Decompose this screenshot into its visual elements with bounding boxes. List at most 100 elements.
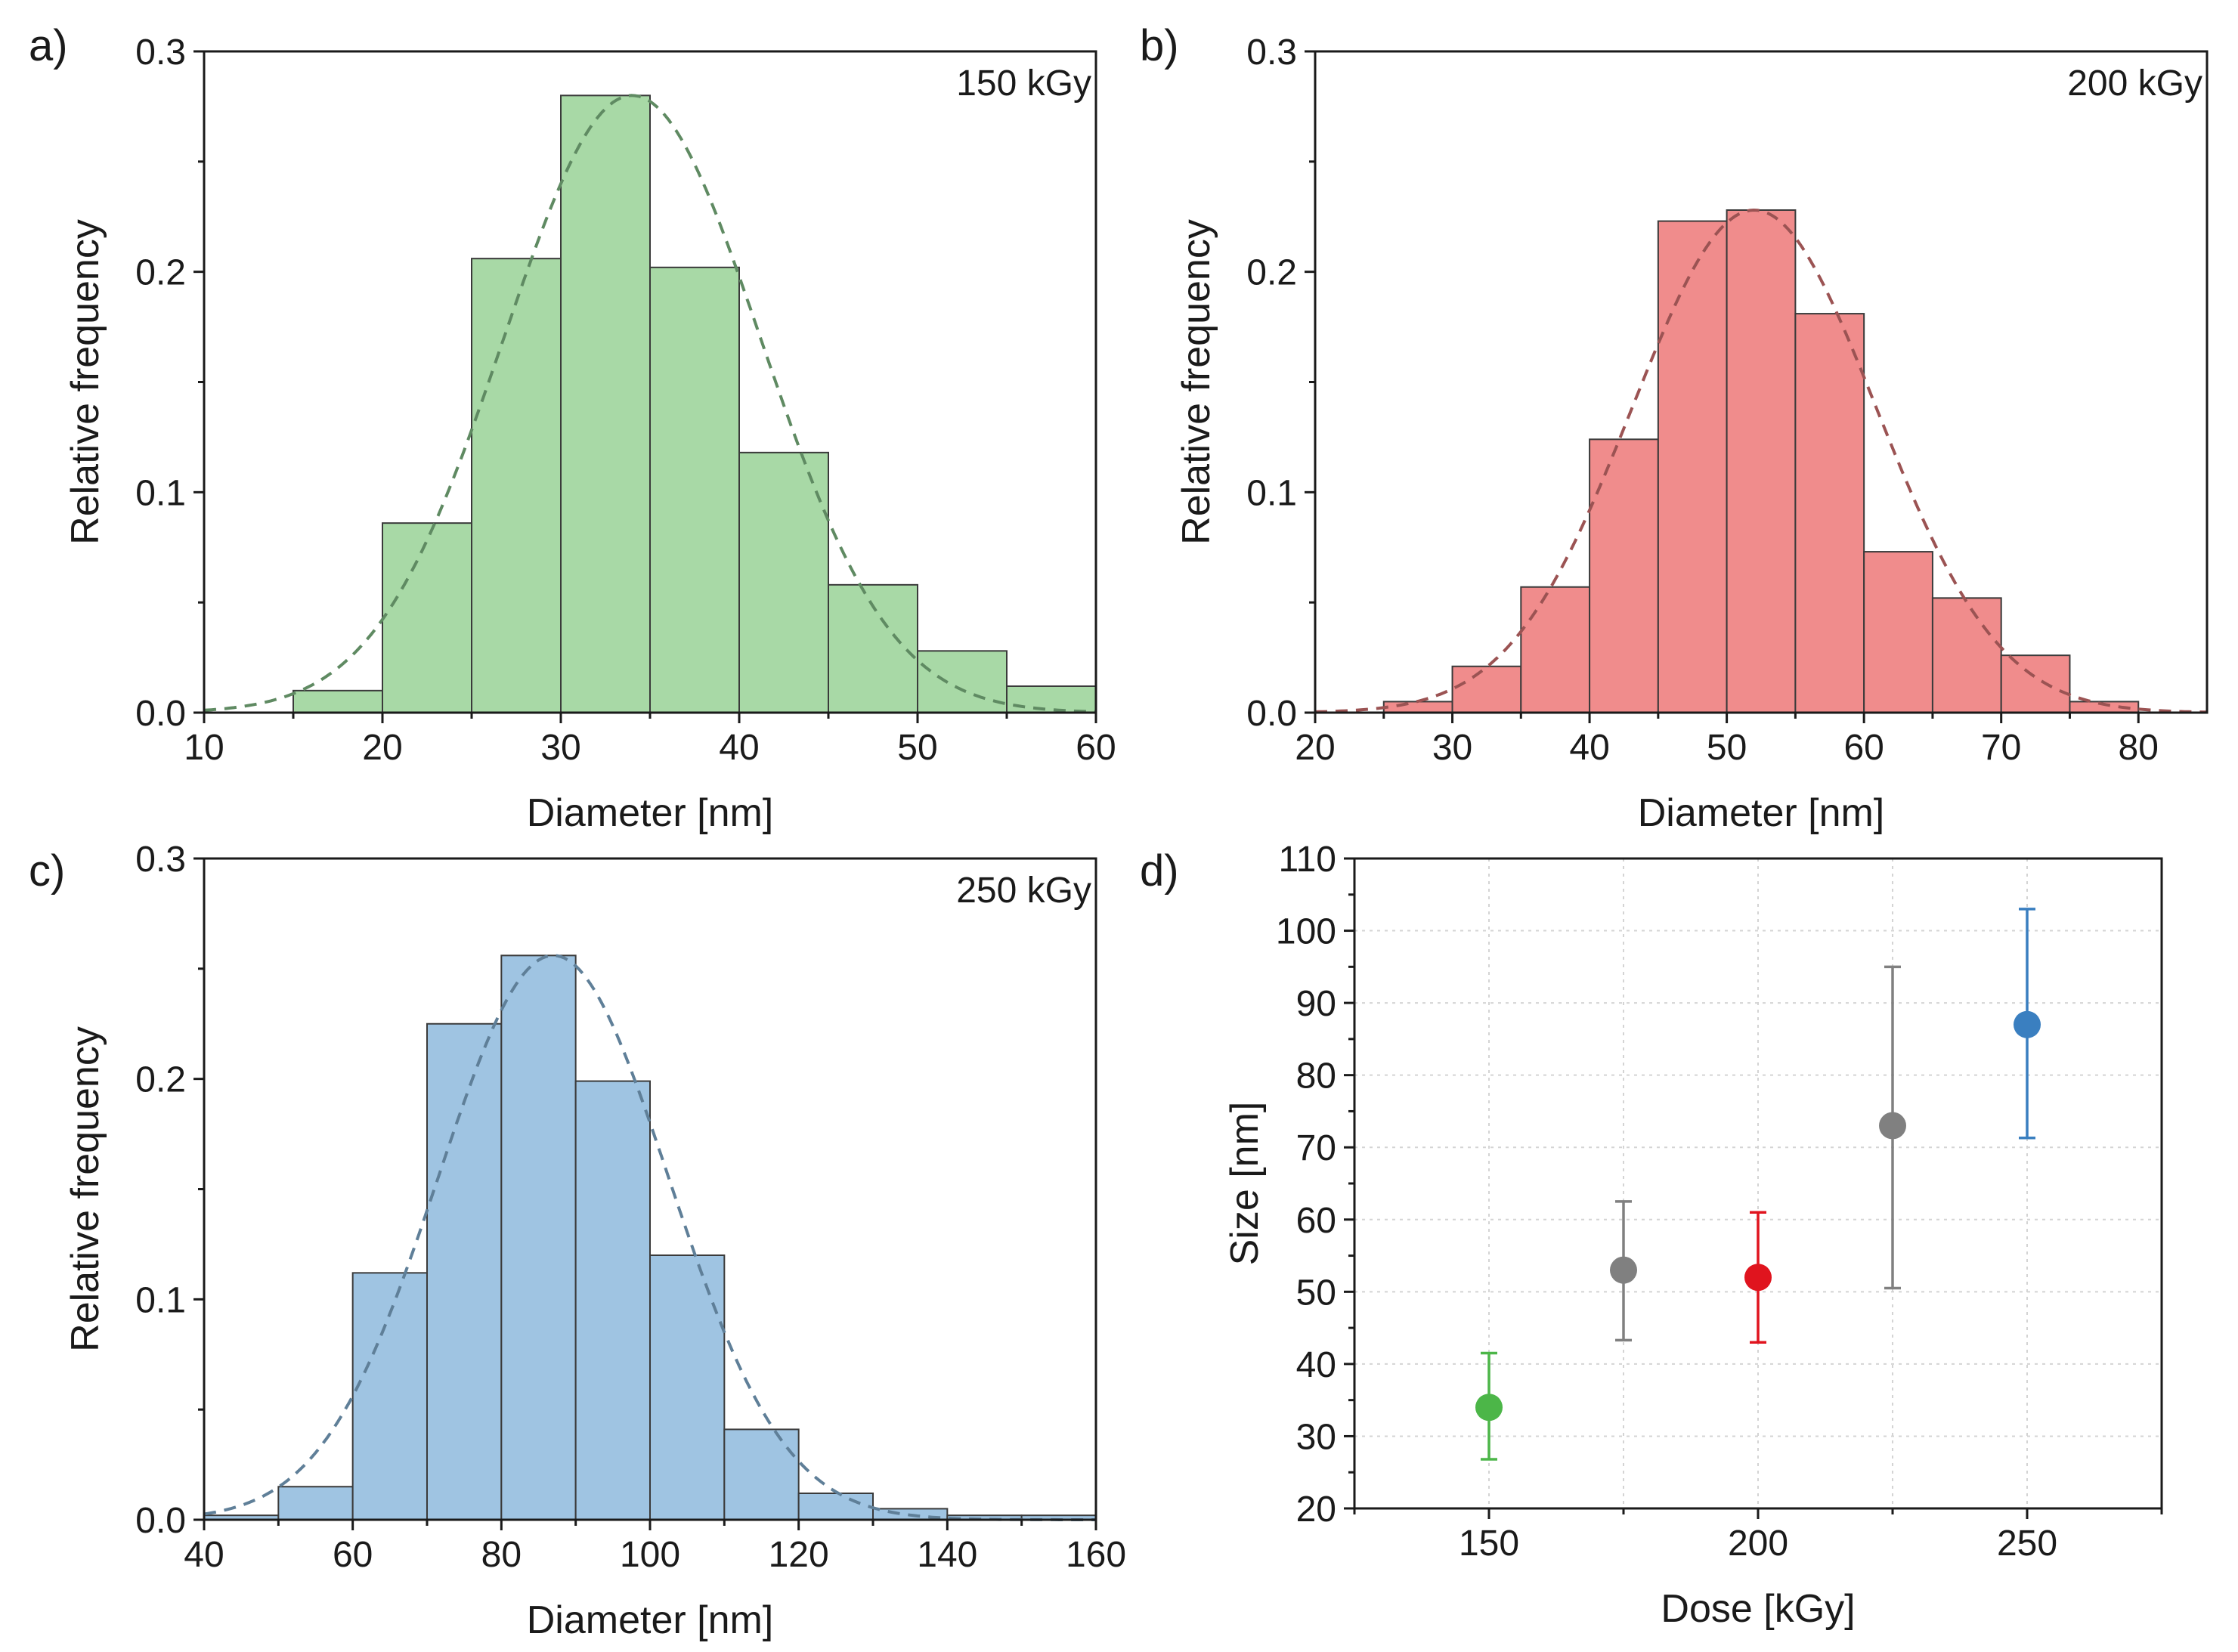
y-tick-label: 20 [1296,1490,1336,1530]
data-point [1879,1112,1906,1140]
x-axis-title: Diameter [nm] [527,1598,774,1642]
x-axis-title: Diameter [nm] [527,791,774,835]
bar [1794,313,1865,714]
panel-d: d) 150 200 250 20 30 40 50 60 70 80 90 100 110 Dose [k… [1140,840,2163,1631]
data-point [1475,1394,1503,1422]
y-axis-title: Size [nm] [1223,1102,1267,1266]
panel-c: c) 40 60 80 100 120 140 160 0.0 0.1 0.2 0.3 Diameter… [29,840,1126,1642]
bar [1863,551,1933,713]
panel-a: a) 10 20 30 40 50 60 0.0 0.1 0.2 0.3 Diameter [nm] R… [29,21,1116,835]
y-tick-label: 0.0 [135,694,186,734]
fit-curve [1314,208,2208,714]
y-tick-label: 0.2 [1246,253,1297,293]
bar [560,94,651,714]
y-axis-title: Relative frequency [63,1026,107,1352]
x-tick-label: 60 [1076,728,1116,768]
y-tick-label: 0.1 [1246,473,1297,513]
y-tick-label: 110 [1278,840,1336,880]
bar [471,258,562,713]
dose-annotation: 200 kGy [2067,63,2202,104]
x-tick-label: 20 [1295,728,1335,768]
x-tick-label: 80 [481,1535,522,1575]
x-tick-label: 40 [1569,728,1609,768]
dose-annotation: 250 kGy [956,871,1091,911]
data-point [2014,1010,2041,1038]
bar [1726,209,1797,713]
y-tick-label: 90 [1296,984,1336,1024]
bar [426,1022,503,1521]
panel-b: b) 20 30 40 50 60 70 80 0.0 0.1 0.2 0.3 Diameter [nm… [1140,21,2209,835]
x-tick-label: 60 [1843,728,1884,768]
fit-curve [203,94,1097,713]
ticks: 20 30 40 50 60 70 80 0.0 0.1 0.2 0.3 [1246,32,2159,768]
y-tick-label: 40 [1296,1345,1336,1385]
dose-annotation: 150 kGy [956,63,1091,104]
x-tick-label: 30 [540,728,580,768]
y-tick-label: 50 [1296,1273,1336,1313]
x-tick-label: 120 [769,1535,829,1575]
y-tick-label: 60 [1296,1201,1336,1241]
bar [382,522,472,714]
bar [1589,438,1659,713]
ticks: 150 200 250 20 30 40 50 60 70 80 90 100 110 [1276,840,2163,1564]
bar [1382,701,1453,714]
ticks: 40 60 80 100 120 140 160 0.0 0.1 0.2 0.3 [135,840,1126,1575]
x-axis-title: Diameter [nm] [1638,791,1885,835]
x-tick-label: 30 [1432,728,1472,768]
bar [1451,665,1522,713]
x-tick-label: 10 [184,728,224,768]
x-tick-label: 100 [620,1535,680,1575]
bar [1657,220,1728,714]
x-tick-label: 250 [1997,1524,2057,1564]
panel-label: a) [29,21,68,70]
points [1475,908,2041,1461]
panel-label: c) [29,846,65,896]
data-point [1744,1264,1772,1292]
panel-label: d) [1140,846,1179,896]
bar [293,689,383,713]
y-tick-label: 30 [1296,1417,1336,1457]
ticks: 10 20 30 40 50 60 0.0 0.1 0.2 0.3 [135,32,1116,768]
bar [649,1254,726,1521]
y-tick-label: 0.2 [135,1060,186,1100]
x-tick-label: 80 [2119,728,2159,768]
x-tick-label: 140 [917,1535,977,1575]
y-tick-label: 100 [1276,912,1336,952]
bar [277,1486,354,1521]
grid-lines [1354,858,2162,1509]
y-axis-title: Relative frequency [63,219,107,545]
bars [293,94,1097,714]
x-tick-label: 40 [184,1535,224,1575]
x-axis-title: Dose [kGy] [1661,1587,1855,1631]
bar [1006,685,1097,713]
bar [500,954,577,1521]
y-axis-title: Relative frequency [1175,219,1218,545]
bar [2000,654,2071,714]
bar [649,266,740,714]
bars [203,954,1097,1521]
bar [1931,597,2002,713]
x-tick-label: 50 [1707,728,1747,768]
data-point [1610,1256,1637,1284]
bar [738,451,829,713]
y-tick-label: 0.1 [135,1280,186,1320]
y-tick-label: 0.3 [135,32,186,73]
x-tick-label: 160 [1066,1535,1126,1575]
x-tick-label: 60 [333,1535,373,1575]
bar [723,1428,800,1521]
y-tick-label: 0.1 [135,473,186,513]
bar [1520,586,1591,713]
x-tick-label: 40 [719,728,759,768]
bar [574,1080,652,1521]
bars [1382,209,2140,714]
bar [917,650,1008,713]
panel-label: b) [1140,21,1179,70]
y-tick-label: 80 [1296,1056,1336,1097]
y-tick-label: 0.2 [135,253,186,293]
x-tick-label: 150 [1459,1524,1519,1564]
y-tick-label: 0.0 [135,1501,186,1541]
y-tick-label: 0.0 [1246,694,1297,734]
y-tick-label: 0.3 [135,840,186,880]
bar [797,1493,874,1521]
